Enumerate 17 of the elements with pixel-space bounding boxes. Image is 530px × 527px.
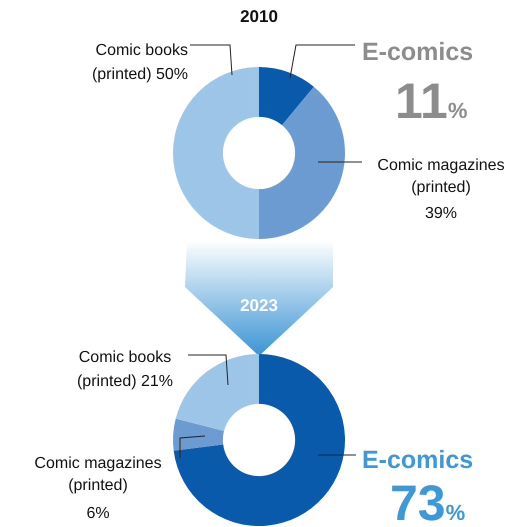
data-label: 11% (395, 73, 468, 129)
slice-label: E-comics (362, 446, 474, 474)
slice-label: Comic books (printed) 21% (76, 349, 174, 390)
donut-slice (173, 418, 224, 451)
data-label: 39% (424, 205, 458, 222)
donut-slice (174, 354, 345, 526)
slice-label: Comic books (printed) 50% (92, 42, 188, 83)
data-label: 73% (390, 475, 466, 527)
chart-title: 2010 (240, 7, 278, 26)
donut-slice (259, 86, 345, 239)
donut-slice (176, 354, 259, 432)
donut-slice (259, 67, 314, 126)
slice-label: Comic magazines (printed) (377, 157, 505, 196)
chart-title: 2023 (240, 296, 278, 315)
slice-label: Comic magazines (printed) (34, 455, 162, 494)
data-label: 6% (86, 505, 110, 522)
slice-label: E-comics (362, 38, 474, 66)
